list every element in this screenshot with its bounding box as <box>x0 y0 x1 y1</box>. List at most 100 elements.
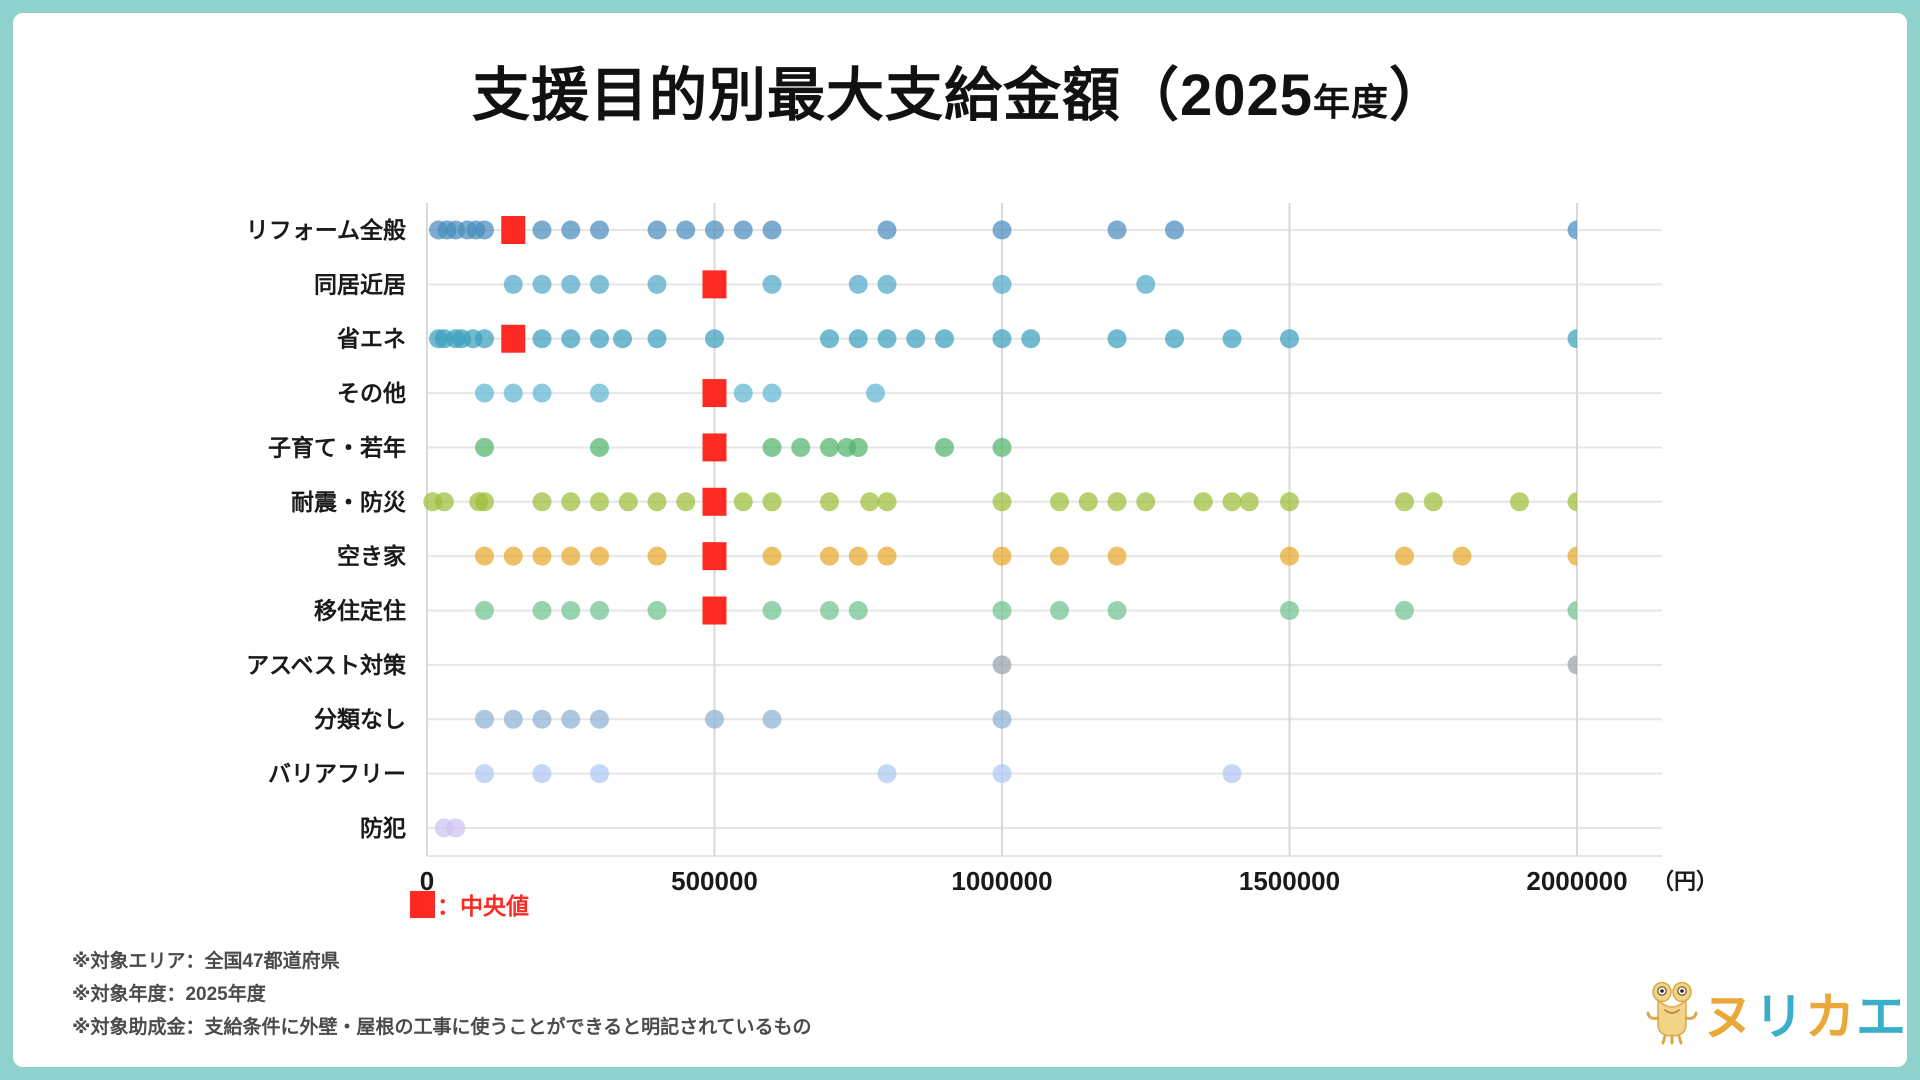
data-point <box>561 601 581 621</box>
data-point <box>434 492 454 512</box>
y-axis-label: アスベスト対策 <box>246 652 407 678</box>
title-main: 支援目的別最大支給金額（2025 <box>471 63 1313 128</box>
data-point <box>762 437 782 457</box>
data-point <box>848 274 868 294</box>
data-point <box>561 709 581 729</box>
data-point <box>590 329 609 349</box>
data-point <box>1395 601 1414 621</box>
data-point <box>532 220 552 240</box>
title-year-suffix: 年度 <box>1313 82 1389 123</box>
data-point <box>590 546 609 566</box>
median-marker <box>702 542 727 571</box>
data-point <box>647 274 667 294</box>
y-axis-label: その他 <box>337 380 406 406</box>
data-point <box>590 437 609 457</box>
data-point <box>705 220 724 240</box>
data-point <box>475 764 494 784</box>
brand-logo: ヌリカエ <box>1645 978 1907 1048</box>
data-point <box>1280 329 1299 349</box>
logo-letter: リ <box>1754 989 1805 1045</box>
data-point <box>1136 274 1156 294</box>
median-legend-label: ：中央値 <box>437 893 529 919</box>
data-point <box>676 492 696 512</box>
data-point <box>561 274 581 294</box>
data-point <box>848 329 868 349</box>
data-point <box>1423 492 1443 512</box>
footnotes: ※対象エリア：全国47都道府県 ※対象年度：2025年度 ※対象助成金：支給条件… <box>72 945 812 1044</box>
median-marker <box>501 216 526 244</box>
data-point <box>1107 220 1127 240</box>
y-axis-label: 防犯 <box>360 815 406 841</box>
data-point <box>992 329 1012 349</box>
data-point <box>613 329 632 349</box>
data-point <box>992 220 1012 240</box>
data-point <box>532 601 552 621</box>
logo-text: ヌリカエ <box>1703 977 1907 1049</box>
data-point <box>590 274 609 294</box>
data-point <box>1567 655 1577 675</box>
median-marker <box>702 596 727 625</box>
data-point <box>1567 492 1577 512</box>
data-point <box>877 546 897 566</box>
median-swatch-icon <box>410 890 435 918</box>
data-point <box>762 274 782 294</box>
x-tick-label: 1000000 <box>951 866 1052 896</box>
data-point <box>1165 329 1184 349</box>
data-point <box>992 492 1012 512</box>
frog-icon <box>1646 981 1698 1045</box>
data-point <box>820 546 839 566</box>
data-point <box>475 383 494 403</box>
median-marker <box>702 487 727 516</box>
logo-letter: ヌ <box>1703 989 1754 1045</box>
data-point <box>647 329 667 349</box>
y-axis-label: 耐震・防災 <box>291 489 407 515</box>
data-point <box>1165 220 1184 240</box>
y-axis-label: 分類なし <box>314 706 406 732</box>
data-point <box>1107 546 1127 566</box>
data-point <box>762 601 782 621</box>
data-point <box>647 546 667 566</box>
data-point <box>561 329 581 349</box>
data-point <box>848 601 868 621</box>
data-point <box>877 764 897 784</box>
data-point <box>733 383 753 403</box>
data-point <box>1452 546 1472 566</box>
data-point <box>1107 492 1127 512</box>
data-point <box>877 274 897 294</box>
data-point <box>1280 492 1299 512</box>
data-point <box>820 601 839 621</box>
data-point <box>992 274 1012 294</box>
data-point <box>992 546 1012 566</box>
data-point <box>935 437 954 457</box>
data-point <box>590 492 609 512</box>
data-point <box>475 601 494 621</box>
data-point <box>820 437 839 457</box>
data-point <box>877 220 897 240</box>
data-point <box>848 546 868 566</box>
data-point <box>1239 492 1259 512</box>
x-tick-label: 2000000 <box>1526 866 1627 896</box>
data-point <box>992 764 1012 784</box>
median-legend: ：中央値 <box>410 889 529 919</box>
x-tick-label: 1500000 <box>1239 866 1340 896</box>
y-axis-label: 子育て・若年 <box>268 434 406 460</box>
data-point <box>532 492 552 512</box>
data-point <box>475 709 494 729</box>
x-tick-label: 0 <box>420 866 434 896</box>
data-point <box>532 546 552 566</box>
data-point <box>1567 601 1577 621</box>
data-point <box>848 437 868 457</box>
data-point <box>820 492 839 512</box>
logo-letter: エ <box>1856 989 1907 1045</box>
data-point <box>561 220 581 240</box>
data-point <box>1567 329 1577 349</box>
data-point <box>446 818 466 838</box>
note-line: ※対象助成金：支給条件に外壁・屋根の工事に使うことができると明記されているもの <box>72 1017 812 1038</box>
data-point <box>705 329 724 349</box>
data-point <box>1193 492 1213 512</box>
data-point <box>475 492 494 512</box>
data-point <box>503 274 523 294</box>
logo-letter: カ <box>1805 989 1856 1045</box>
